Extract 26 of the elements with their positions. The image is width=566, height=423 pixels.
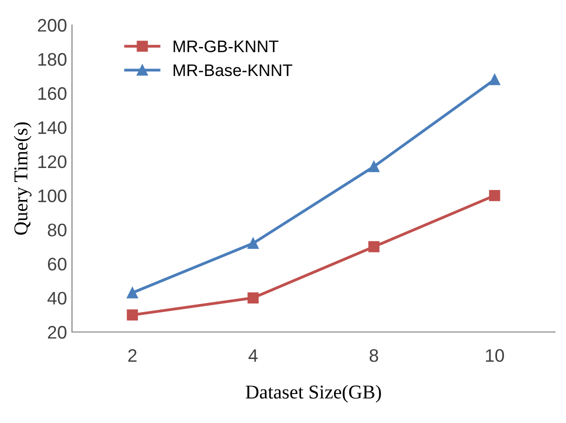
point bbox=[248, 238, 259, 249]
y-tick-label: 20 bbox=[48, 326, 66, 339]
y-tick-label: 180 bbox=[38, 53, 66, 66]
point bbox=[368, 241, 380, 252]
y-axis-title: Query Time(s) bbox=[14, 122, 32, 235]
legend-label: MR-Base-KNNT bbox=[174, 64, 292, 76]
point bbox=[126, 309, 138, 320]
y-tick-label: 60 bbox=[48, 258, 66, 270]
x-tick-label: 10 bbox=[486, 349, 504, 362]
y-tick-label: 120 bbox=[38, 155, 66, 168]
x-axis-title: Dataset Size(GB) bbox=[246, 384, 381, 403]
y-tick-label: 100 bbox=[38, 189, 66, 202]
y-tick-label: 140 bbox=[38, 121, 66, 134]
x-tick-label: 2 bbox=[128, 349, 136, 362]
x-tick-label: 4 bbox=[248, 349, 258, 362]
y-tick-label: 160 bbox=[38, 87, 66, 100]
legend-label: MR-GB-KNNT bbox=[174, 40, 278, 52]
point bbox=[248, 292, 259, 304]
point bbox=[489, 190, 500, 202]
y-tick-label: 80 bbox=[48, 224, 66, 236]
y-tick-label: 40 bbox=[47, 292, 66, 305]
x-tick-label: 8 bbox=[370, 349, 378, 362]
point bbox=[489, 74, 500, 86]
point bbox=[126, 287, 138, 298]
point bbox=[368, 161, 380, 172]
y-tick-label: 200 bbox=[38, 18, 66, 32]
